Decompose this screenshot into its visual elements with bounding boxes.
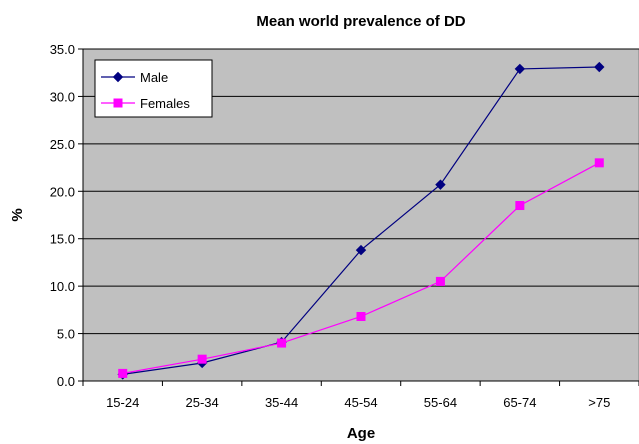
x-tick-label: 15-24 xyxy=(106,395,139,410)
axes xyxy=(82,49,639,386)
x-tick-labels: 15-24 25-34 35-44 45-54 55-64 65-74 >75 xyxy=(106,395,610,410)
x-tick-label: >75 xyxy=(588,395,610,410)
data-point xyxy=(515,201,525,211)
data-point xyxy=(594,61,605,73)
x-tick-label: 55-64 xyxy=(424,395,457,410)
series-layer xyxy=(117,61,605,380)
y-tick-label: 15.0 xyxy=(50,232,75,247)
data-point xyxy=(118,368,128,378)
data-point xyxy=(197,354,207,364)
y-tick-label: 35.0 xyxy=(50,42,75,57)
x-tick-label: 35-44 xyxy=(265,395,298,410)
x-tick-label: 25-34 xyxy=(186,395,219,410)
data-point xyxy=(356,311,366,321)
legend-entry: Females xyxy=(101,96,190,111)
y-tick-labels: 0.0 5.0 10.0 15.0 20.0 25.0 30.0 35.0 xyxy=(50,42,75,389)
legend-label: Male xyxy=(140,70,168,85)
series-females xyxy=(118,158,604,378)
legend-label: Females xyxy=(140,96,190,111)
data-point xyxy=(277,338,287,348)
y-tick-label: 20.0 xyxy=(50,184,75,199)
x-tick-label: 65-74 xyxy=(503,395,536,410)
y-tick-label: 25.0 xyxy=(50,137,75,152)
x-tick-label: 45-54 xyxy=(344,395,377,410)
legend: Male Females xyxy=(94,59,213,118)
y-tick-label: 0.0 xyxy=(57,374,75,389)
gridlines xyxy=(78,48,639,382)
data-point xyxy=(514,63,526,75)
x-axis-title: Age xyxy=(347,425,375,442)
legend-marker xyxy=(112,71,124,83)
y-axis-title: % xyxy=(9,208,26,221)
data-point xyxy=(594,158,604,168)
chart-title: Mean world prevalence of DD xyxy=(256,13,465,30)
y-tick-label: 30.0 xyxy=(50,89,75,104)
legend-entry: Male xyxy=(101,70,168,85)
legend-marker xyxy=(113,98,123,108)
y-tick-label: 10.0 xyxy=(50,279,75,294)
y-tick-label: 5.0 xyxy=(57,327,75,342)
data-point xyxy=(435,179,446,190)
data-point xyxy=(435,276,445,286)
data-point xyxy=(355,244,367,256)
